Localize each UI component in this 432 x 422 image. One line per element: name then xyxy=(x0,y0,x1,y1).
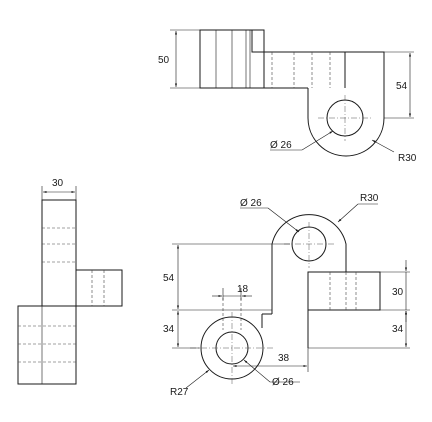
dim-front-upper-hole-dia: Ø 26 xyxy=(240,198,262,209)
top-view-boss xyxy=(307,88,385,157)
dim-front-34: 34 xyxy=(163,324,175,335)
side-view-lower xyxy=(17,305,77,385)
side-view-arm xyxy=(75,269,123,307)
front-view: 54 34 18 30 34 38 R27 Ø 26 Ø 26 xyxy=(163,193,410,398)
front-right-block xyxy=(307,271,381,311)
side-view: 30 xyxy=(17,178,123,385)
dim-top-height: 50 xyxy=(158,55,170,66)
dim-front-right-30: 30 xyxy=(392,287,404,298)
dim-top-hole-dia: Ø 26 xyxy=(270,140,292,151)
front-upper-boss xyxy=(271,214,347,272)
dim-front-54: 54 xyxy=(163,273,175,284)
dim-front-lower-hole-dia: Ø 26 xyxy=(272,377,294,388)
top-view: 50 54 Ø 26 R30 xyxy=(158,29,417,164)
dim-front-right-34: 34 xyxy=(392,324,404,335)
side-view-upper xyxy=(41,199,77,307)
dim-front-upper-radius: R30 xyxy=(360,193,379,204)
dim-front-lower-radius: R27 xyxy=(170,387,189,398)
dim-top-radius: R30 xyxy=(398,153,417,164)
dim-side-width: 30 xyxy=(52,178,64,189)
dim-front-38: 38 xyxy=(278,353,290,364)
dim-front-18: 18 xyxy=(237,284,249,295)
top-view-right-block xyxy=(264,51,385,118)
dim-top-right-height: 54 xyxy=(396,81,408,92)
